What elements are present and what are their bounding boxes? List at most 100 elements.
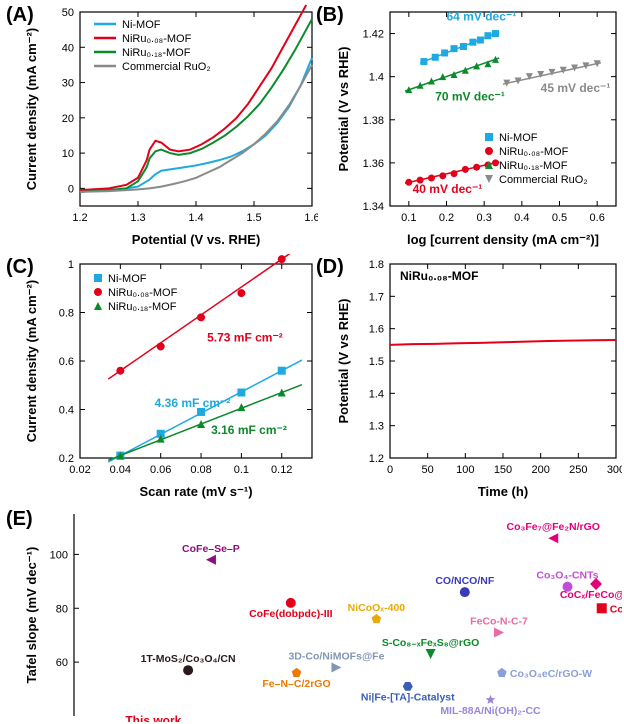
svg-text:NiRu₀.₁₈-MOF: NiRu₀.₁₈-MOF (122, 47, 191, 59)
svg-text:Potential (V vs RHE): Potential (V vs RHE) (336, 299, 351, 424)
svg-text:1.42: 1.42 (363, 29, 384, 41)
svg-text:1.36: 1.36 (363, 158, 384, 170)
svg-text:FeCo-N-C-7: FeCo-N-C-7 (470, 616, 528, 628)
svg-text:Potential (V vs RHE): Potential (V vs RHE) (336, 47, 351, 172)
svg-text:1.5: 1.5 (369, 356, 384, 368)
svg-text:Commercial RuO₂: Commercial RuO₂ (122, 61, 211, 73)
svg-text:0.2: 0.2 (59, 453, 74, 465)
svg-text:1.4: 1.4 (369, 388, 384, 400)
svg-text:40: 40 (62, 42, 74, 54)
panel-c-chart: 0.02 0.04 0.06 0.08 0.1 0.12 0.2 0.4 0.6 0.8 1 Scan… (22, 254, 318, 502)
svg-text:log [current density (mA cm⁻²): log [current density (mA cm⁻²)] (407, 232, 599, 247)
svg-text:30: 30 (62, 78, 74, 90)
svg-text:100: 100 (50, 549, 68, 561)
svg-text:Ni-MOF: Ni-MOF (108, 273, 147, 285)
svg-text:NiCoOₓ-400: NiCoOₓ-400 (348, 602, 406, 614)
svg-text:Current density (mA cm⁻²): Current density (mA cm⁻²) (24, 28, 39, 190)
svg-text:80: 80 (56, 603, 68, 615)
svg-text:1T-MoS₂/Co₃O₄/CN: 1T-MoS₂/Co₃O₄/CN (141, 653, 236, 665)
svg-text:0.4: 0.4 (59, 405, 74, 417)
svg-text:1: 1 (68, 259, 74, 271)
svg-text:NiRu₀.₀₈-MOF: NiRu₀.₀₈-MOF (400, 269, 478, 283)
panel-d-chart: 0 50 100 150 200 250 300 1.2 1.3 1.4 1.5 1.6 1.7 1.8 T… (334, 254, 622, 502)
svg-text:1.3: 1.3 (369, 421, 384, 433)
svg-text:1.6: 1.6 (304, 212, 318, 224)
svg-text:1.7: 1.7 (369, 291, 384, 303)
svg-text:45 mV dec⁻¹: 45 mV dec⁻¹ (541, 81, 611, 95)
svg-text:S-Co₈₋ₓFeₓS₈@rGO: S-Co₈₋ₓFeₓS₈@rGO (382, 637, 479, 649)
svg-text:Time (h): Time (h) (478, 484, 528, 499)
svg-text:250: 250 (569, 464, 587, 476)
svg-text:0.12: 0.12 (271, 464, 292, 476)
svg-text:1.4: 1.4 (369, 72, 384, 84)
svg-text:300: 300 (607, 464, 622, 476)
panel-a-chart: 1.2 1.3 1.4 1.5 1.6 0 10 20 30 40 50 Potential (V v… (22, 2, 318, 250)
svg-text:0.6: 0.6 (590, 212, 605, 224)
svg-text:Co₃O₄-CNTs: Co₃O₄-CNTs (536, 570, 598, 582)
svg-text:200: 200 (531, 464, 549, 476)
svg-text:NiRu₀.₁₈-MOF: NiRu₀.₁₈-MOF (108, 301, 177, 313)
svg-text:60: 60 (56, 657, 68, 669)
svg-text:4.36 mF cm⁻²: 4.36 mF cm⁻² (155, 396, 231, 410)
svg-text:0.1: 0.1 (234, 464, 249, 476)
svg-text:Commercial RuO₂: Commercial RuO₂ (499, 174, 588, 186)
svg-text:Tafel slope (mV dec⁻¹): Tafel slope (mV dec⁻¹) (24, 547, 39, 684)
svg-text:Fe–N–C/2rGO: Fe–N–C/2rGO (262, 678, 330, 690)
svg-text:0.5: 0.5 (552, 212, 567, 224)
svg-text:100: 100 (456, 464, 474, 476)
svg-text:0.2: 0.2 (439, 212, 454, 224)
svg-text:Scan rate (mV s⁻¹): Scan rate (mV s⁻¹) (139, 484, 252, 499)
svg-text:CoCₓ/FeCo@C: CoCₓ/FeCo@C (560, 589, 622, 601)
svg-text:50: 50 (422, 464, 434, 476)
svg-text:Ni|Fe-[TA]-Catalyst: Ni|Fe-[TA]-Catalyst (361, 691, 455, 703)
svg-text:50: 50 (62, 7, 74, 19)
svg-text:0: 0 (387, 464, 393, 476)
svg-text:0.08: 0.08 (190, 464, 211, 476)
svg-text:1.34: 1.34 (363, 201, 384, 213)
panel-e-chart: 60 80 100 Tafel slope (mV dec⁻¹) CoFe–Se–P Co… (22, 506, 622, 722)
svg-text:1.4: 1.4 (188, 212, 203, 224)
svg-text:NiRu₀.₁₈-MOF: NiRu₀.₁₈-MOF (499, 160, 568, 172)
svg-text:1.3: 1.3 (130, 212, 145, 224)
svg-text:This work: This work (125, 714, 181, 722)
svg-text:NiRu₀.₀₈-MOF: NiRu₀.₀₈-MOF (499, 146, 569, 158)
svg-text:NiRu₀.₀₈-MOF: NiRu₀.₀₈-MOF (122, 33, 192, 45)
svg-text:0.02: 0.02 (69, 464, 90, 476)
svg-text:Co₃O₄eC/rGO-W: Co₃O₄eC/rGO-W (510, 668, 592, 680)
svg-text:0.4: 0.4 (514, 212, 529, 224)
svg-text:CoFe(dobpdc)-III: CoFe(dobpdc)-III (249, 608, 332, 620)
svg-text:MIL-88A/Ni(OH)₂-CC: MIL-88A/Ni(OH)₂-CC (440, 705, 541, 717)
svg-text:Ni-MOF: Ni-MOF (122, 19, 161, 31)
svg-text:Co₂-tzpa: Co₂-tzpa (610, 603, 622, 615)
svg-text:CO/NCO/NF: CO/NCO/NF (435, 575, 495, 587)
svg-text:0: 0 (68, 183, 74, 195)
svg-text:NiRu₀.₀₈-MOF: NiRu₀.₀₈-MOF (108, 287, 178, 299)
svg-text:3D-Co/NiMOFs@Fe: 3D-Co/NiMOFs@Fe (288, 651, 384, 663)
svg-text:Ni-MOF: Ni-MOF (499, 132, 538, 144)
svg-text:70 mV dec⁻¹: 70 mV dec⁻¹ (435, 89, 505, 103)
svg-text:CoFe–Se–P: CoFe–Se–P (182, 543, 240, 555)
svg-text:1.2: 1.2 (369, 453, 384, 465)
svg-text:40 mV dec⁻¹: 40 mV dec⁻¹ (413, 182, 483, 196)
svg-text:10: 10 (62, 148, 74, 160)
svg-text:0.3: 0.3 (477, 212, 492, 224)
svg-text:1.8: 1.8 (369, 259, 384, 271)
svg-text:1.38: 1.38 (363, 115, 384, 127)
svg-text:1.6: 1.6 (369, 324, 384, 336)
svg-text:1.5: 1.5 (246, 212, 261, 224)
svg-text:0.1: 0.1 (401, 212, 416, 224)
svg-text:Current density (mA cm⁻²): Current density (mA cm⁻²) (24, 280, 39, 442)
svg-text:150: 150 (494, 464, 512, 476)
svg-text:0.6: 0.6 (59, 356, 74, 368)
svg-text:64 mV dec⁻¹: 64 mV dec⁻¹ (447, 10, 517, 24)
svg-text:3.16 mF cm⁻²: 3.16 mF cm⁻² (211, 423, 287, 437)
svg-text:0.04: 0.04 (110, 464, 131, 476)
svg-text:5.73 mF cm⁻²: 5.73 mF cm⁻² (207, 331, 283, 345)
svg-text:20: 20 (62, 113, 74, 125)
panel-b-chart: 0.1 0.2 0.3 0.4 0.5 0.6 1.34 1.36 1.38 1.4 1.42 log… (334, 2, 622, 250)
svg-text:0.8: 0.8 (59, 308, 74, 320)
svg-text:1.2: 1.2 (72, 212, 87, 224)
svg-text:0.06: 0.06 (150, 464, 171, 476)
svg-text:Co₃Fe₇@Fe₂N/rGO: Co₃Fe₇@Fe₂N/rGO (507, 521, 600, 533)
svg-text:Potential (V vs. RHE): Potential (V vs. RHE) (132, 232, 261, 247)
